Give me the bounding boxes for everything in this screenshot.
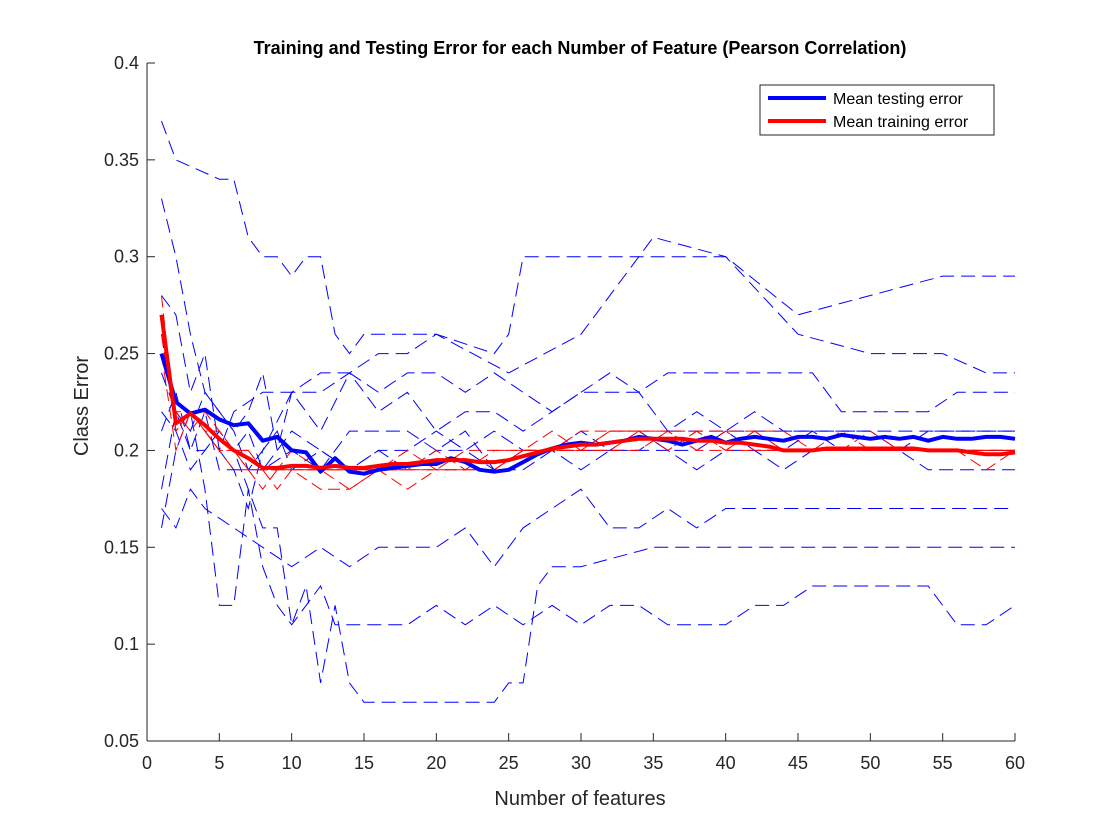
- x-tick-label: 35: [643, 753, 663, 773]
- x-tick-label: 10: [282, 753, 302, 773]
- y-tick-label: 0.3: [114, 247, 139, 267]
- y-tick-label: 0.2: [114, 440, 139, 460]
- y-axis-label: Class Error: [71, 356, 93, 456]
- x-tick-label: 0: [142, 753, 152, 773]
- y-tick-label: 0.15: [104, 537, 139, 557]
- x-tick-label: 20: [426, 753, 446, 773]
- y-tick-label: 0.35: [104, 150, 139, 170]
- x-tick-label: 30: [571, 753, 591, 773]
- legend-label-testing: Mean testing error: [833, 91, 964, 108]
- x-tick-label: 15: [354, 753, 374, 773]
- testing-run-line-1: [161, 120, 1015, 355]
- testing-run-line-10: [161, 334, 1015, 471]
- x-tick-label: 45: [788, 753, 808, 773]
- y-tick-label: 0.4: [114, 53, 139, 73]
- legend: Mean testing error Mean training error: [759, 84, 995, 136]
- testing-run-line-7: [161, 409, 1016, 626]
- x-tick-label: 55: [933, 753, 953, 773]
- x-tick-label: 60: [1005, 753, 1025, 773]
- x-tick-label: 50: [860, 753, 880, 773]
- x-axis-label: Number of features: [494, 788, 665, 810]
- x-tick-label: 25: [499, 753, 519, 773]
- mean-training-error-line: [159, 314, 1016, 470]
- mean-lines-group: [159, 314, 1016, 476]
- chart-title: Training and Testing Error for each Numb…: [254, 38, 907, 58]
- y-tick-label: 0.05: [104, 731, 139, 751]
- legend-label-training: Mean training error: [833, 114, 969, 131]
- legend-box: [759, 84, 995, 136]
- y-tick-label: 0.1: [114, 634, 139, 654]
- y-tick-label: 0.25: [104, 344, 139, 364]
- x-tick-label: 5: [214, 753, 224, 773]
- axes-group: 0 5 10 15 20 25 30 35 40 45 50 55 60 0.05 0.1 0.15 0.2 0.…: [104, 53, 1025, 773]
- x-tick-label: 40: [716, 753, 736, 773]
